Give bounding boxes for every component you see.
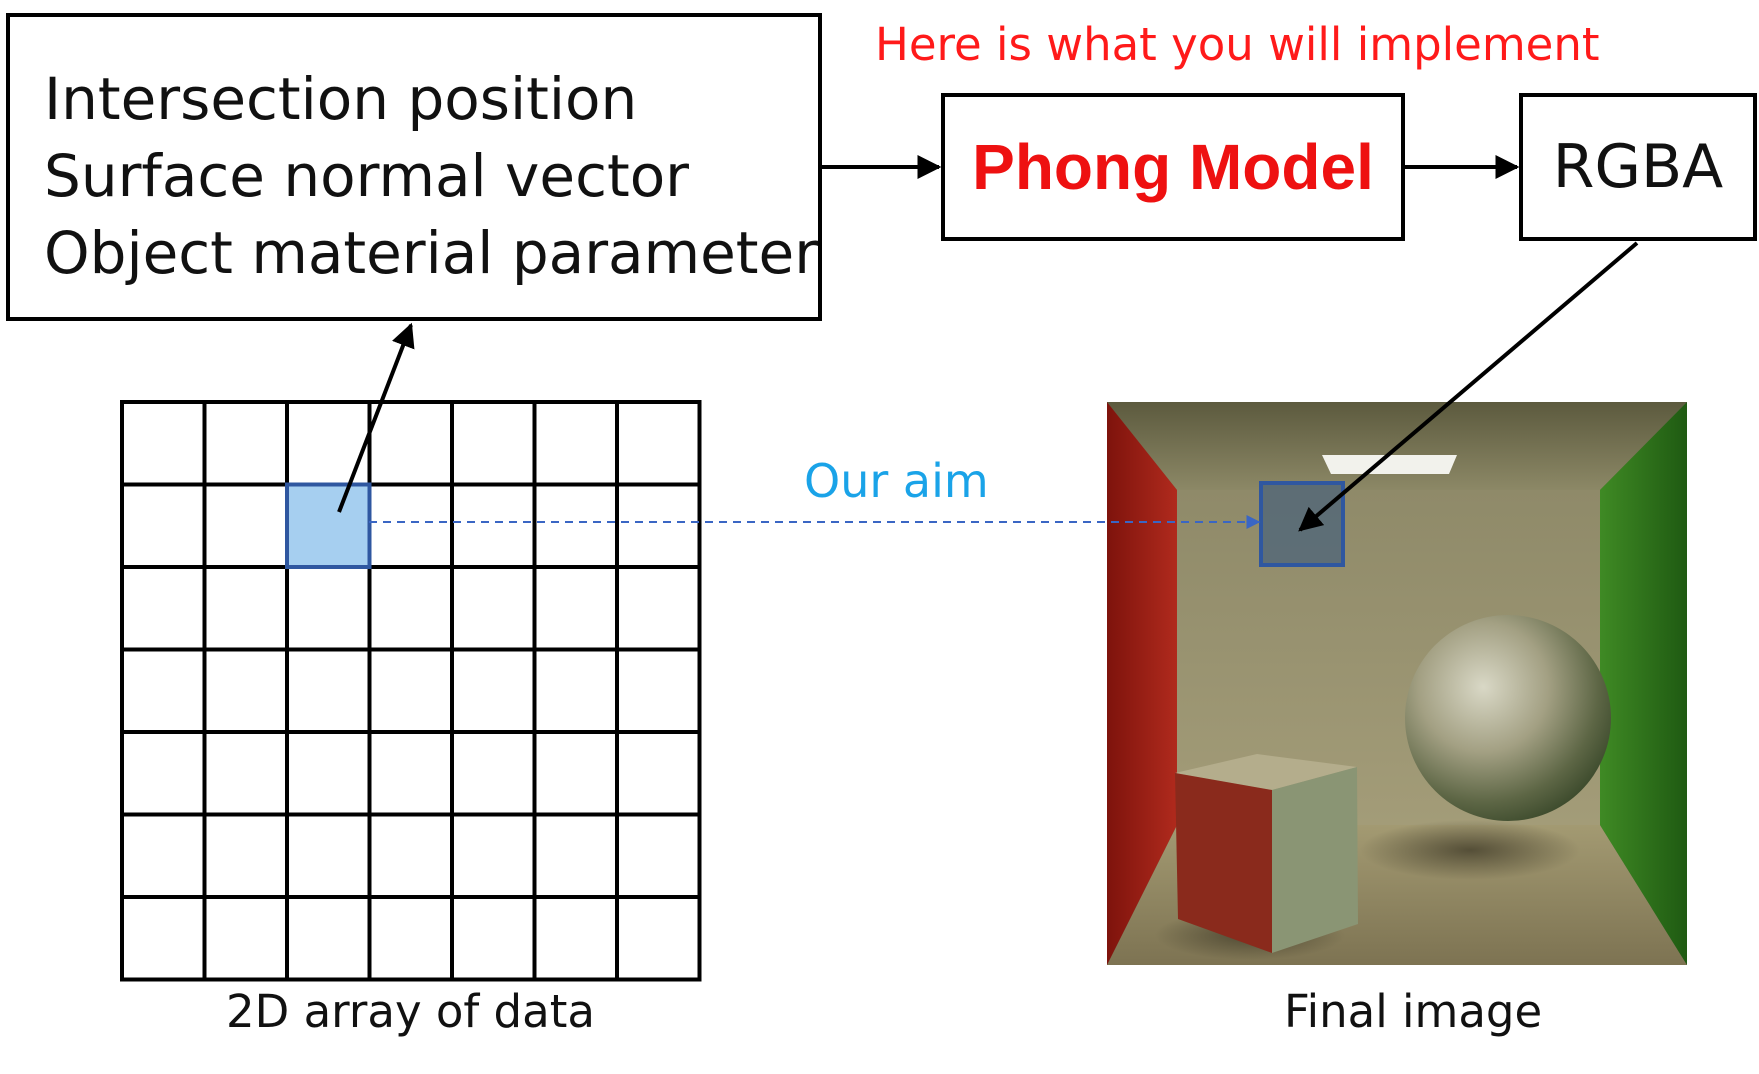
grid-cell — [450, 400, 537, 487]
grid-cell — [532, 482, 619, 569]
grid-cell — [202, 565, 289, 652]
phong-model-label: Phong Model — [972, 131, 1374, 203]
grid-cell — [450, 565, 537, 652]
input-line-intersection-position: Intersection position — [44, 65, 638, 133]
grid-cell — [615, 730, 702, 817]
cube-right-face — [1272, 767, 1358, 953]
grid-cell — [120, 565, 207, 652]
grid-cell — [615, 482, 702, 569]
data-grid — [120, 400, 702, 982]
implement-note: Here is what you will implement — [875, 18, 1600, 71]
final-image — [1107, 402, 1687, 965]
input-line-surface-normal-vector: Surface normal vector — [44, 142, 690, 210]
grid-cell — [367, 400, 454, 487]
grid-cell — [202, 482, 289, 569]
grid-caption: 2D array of data — [226, 985, 595, 1038]
grid-cell — [120, 400, 207, 487]
red-wall — [1107, 402, 1177, 965]
grid-cell — [367, 895, 454, 982]
grid-cell — [532, 812, 619, 899]
ceiling-light — [1322, 455, 1457, 474]
grid-cell — [367, 647, 454, 734]
grid-cell — [532, 895, 619, 982]
grid-cell — [202, 730, 289, 817]
grid-cell — [120, 895, 207, 982]
grid-cell — [285, 647, 372, 734]
grid-cell — [202, 400, 289, 487]
grid-cell — [285, 400, 372, 487]
input-line-object-material-parameter: Object material parameter — [44, 219, 819, 287]
grid-cell — [532, 647, 619, 734]
grid-highlight-cell — [285, 482, 372, 569]
input-data-box: Intersection position Surface normal vec… — [6, 13, 822, 321]
grid-cell — [285, 730, 372, 817]
grid-cell — [367, 730, 454, 817]
grid-cell — [285, 565, 372, 652]
grid-cell — [367, 565, 454, 652]
cube-left-face — [1175, 773, 1272, 953]
grid-cell — [615, 647, 702, 734]
cube-top — [1175, 754, 1357, 790]
grid-cell — [532, 400, 619, 487]
our-aim-label: Our aim — [804, 454, 989, 508]
grid-cell — [615, 400, 702, 487]
sphere — [1405, 615, 1611, 821]
rgba-label: RGBA — [1552, 132, 1724, 202]
arrow-rgba-to-image — [1298, 241, 1639, 532]
phong-model-box: Phong Model — [941, 93, 1405, 241]
grid-cell — [450, 812, 537, 899]
grid-cell — [202, 895, 289, 982]
grid-cell — [120, 812, 207, 899]
grid-cell — [367, 482, 454, 569]
grid-cell — [120, 482, 207, 569]
green-wall — [1600, 402, 1687, 965]
grid-cell — [450, 730, 537, 817]
grid-cell — [367, 812, 454, 899]
grid-cell — [615, 895, 702, 982]
grid-cell — [285, 812, 372, 899]
grid-cell — [120, 647, 207, 734]
grid-cell — [202, 812, 289, 899]
arrow-cell-to-input — [337, 322, 415, 513]
grid-cell — [450, 895, 537, 982]
sphere-shadow — [1360, 820, 1580, 880]
grid-cell — [450, 482, 537, 569]
grid-cell — [532, 565, 619, 652]
final-image-caption: Final image — [1284, 985, 1543, 1038]
grid-cell — [615, 565, 702, 652]
grid-cell — [450, 647, 537, 734]
grid-cell — [120, 730, 207, 817]
grid-cell — [532, 730, 619, 817]
grid-cell — [202, 647, 289, 734]
grid-cell — [615, 812, 702, 899]
final-image-highlight-cell — [1259, 481, 1345, 567]
rgba-box: RGBA — [1519, 93, 1757, 241]
grid-cell — [285, 895, 372, 982]
